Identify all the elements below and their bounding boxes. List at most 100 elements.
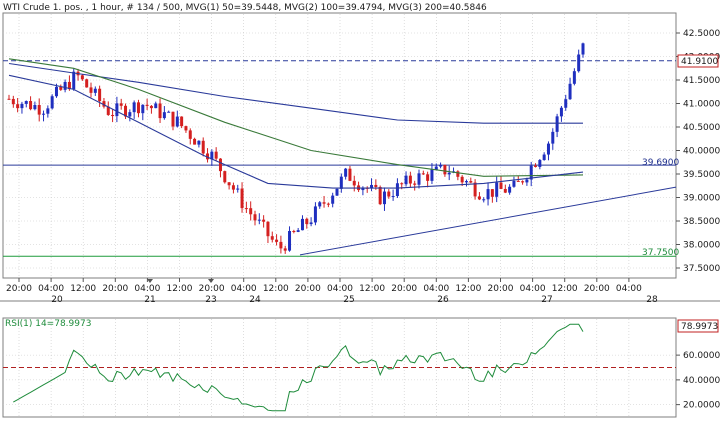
- candle-body: [534, 165, 538, 167]
- day-label: 20: [51, 295, 63, 305]
- time-tick-label: 20:00: [584, 284, 610, 294]
- time-tick-label: 04:00: [231, 284, 257, 294]
- candle-body: [102, 101, 106, 107]
- candle-body: [54, 86, 58, 97]
- candle-body: [240, 188, 244, 209]
- candle-body: [460, 176, 464, 183]
- weekend-marker: [208, 279, 214, 283]
- candle-body: [529, 165, 533, 180]
- candle-body: [374, 184, 378, 187]
- candle-body: [322, 202, 326, 204]
- rsi-tick-label: 20.0000: [683, 401, 720, 411]
- candle-body: [443, 164, 447, 175]
- candle-body: [180, 116, 184, 127]
- candle-body: [434, 166, 438, 170]
- candle-body: [188, 130, 192, 139]
- candle-body: [546, 143, 550, 155]
- candle-body: [512, 180, 516, 187]
- candle-body: [29, 101, 33, 110]
- time-tick-label: 12:00: [263, 284, 289, 294]
- time-tick-label: 04:00: [616, 284, 642, 294]
- price-tick-label: 40.0000: [683, 147, 720, 157]
- candle-body: [408, 175, 412, 184]
- candle-body: [193, 138, 197, 145]
- time-tick-label: 04:00: [520, 284, 546, 294]
- rsi-header: RSI(1) 14=78.9973: [5, 319, 91, 329]
- rsi-tick-label: 40.0000: [683, 376, 720, 386]
- candle-body: [348, 168, 352, 181]
- candle-body: [111, 114, 115, 117]
- candle-body: [382, 191, 386, 205]
- weekend-marker: [147, 279, 153, 283]
- price-tick-label: 40.5000: [683, 123, 720, 133]
- time-tick-label: 20:00: [102, 284, 128, 294]
- candle-body: [145, 104, 149, 106]
- candle-body: [430, 169, 434, 181]
- price-tick-label: 42.5000: [683, 29, 720, 39]
- day-label: 26: [437, 295, 449, 305]
- candle-body: [175, 116, 179, 127]
- candle-body: [503, 188, 507, 193]
- candle-body: [236, 188, 240, 190]
- candle-body: [67, 81, 71, 90]
- day-label: 24: [249, 295, 261, 305]
- price-tick-label: 41.5000: [683, 76, 720, 86]
- candle-body: [417, 173, 421, 185]
- price-tick-label: 39.0000: [683, 194, 720, 204]
- candle-body: [447, 172, 451, 175]
- ma50-line: [8, 74, 584, 189]
- candle-body: [568, 83, 572, 100]
- candle-body: [231, 185, 235, 190]
- rsi-axis: 60.0000 40.0000 20.0000: [676, 351, 720, 411]
- time-tick-label: 20:00: [6, 284, 32, 294]
- candle-body: [214, 151, 218, 159]
- candle-body: [132, 102, 136, 113]
- time-tick-label: 04:00: [423, 284, 449, 294]
- candle-body: [300, 218, 304, 231]
- candle-body: [391, 196, 395, 198]
- candle-body: [581, 43, 585, 55]
- candle-body: [525, 179, 529, 183]
- time-tick-label: 20:00: [199, 284, 225, 294]
- candle-body: [413, 183, 417, 185]
- candle-body: [106, 106, 110, 115]
- candle-body: [11, 98, 15, 105]
- candle-body: [158, 103, 162, 119]
- candle-body: [421, 173, 425, 175]
- candle-body: [37, 105, 41, 115]
- candle-body: [210, 151, 214, 160]
- candle-body: [538, 160, 542, 167]
- time-tick-label: 20:00: [391, 284, 417, 294]
- support-annotation: 37.7500: [642, 248, 679, 258]
- rsi-tick-label: 60.0000: [683, 351, 720, 361]
- candle-body: [89, 87, 93, 93]
- price-tick-label: 41.0000: [683, 100, 720, 110]
- candle-body: [80, 75, 84, 80]
- candle-body: [124, 105, 128, 117]
- candle-body: [98, 88, 102, 102]
- candle-body: [115, 103, 119, 117]
- resistance-annotation: 39.6900: [642, 158, 679, 168]
- candle-body: [551, 131, 555, 144]
- chart-header: WTI Crude 1. pos. , 1 hour, # 134 / 500,…: [3, 3, 487, 13]
- candle-body: [50, 96, 54, 109]
- candle-body: [292, 230, 296, 232]
- candle-body: [7, 98, 11, 100]
- price-grid: [3, 14, 676, 277]
- candle-body: [564, 99, 568, 108]
- candle-body: [439, 164, 443, 167]
- candle-body: [344, 168, 348, 177]
- candle-body: [288, 230, 292, 251]
- candle-body: [296, 230, 300, 232]
- candle-body: [400, 183, 404, 185]
- candle-body: [318, 202, 322, 207]
- time-tick-label: 12:00: [455, 284, 481, 294]
- candle-body: [93, 88, 97, 93]
- candle-body: [521, 181, 525, 183]
- time-tick-label: 04:00: [327, 284, 353, 294]
- candle-body: [477, 196, 481, 200]
- candle-body: [16, 104, 20, 109]
- price-tick-label: 39.5000: [683, 170, 720, 180]
- candle-body: [404, 175, 408, 185]
